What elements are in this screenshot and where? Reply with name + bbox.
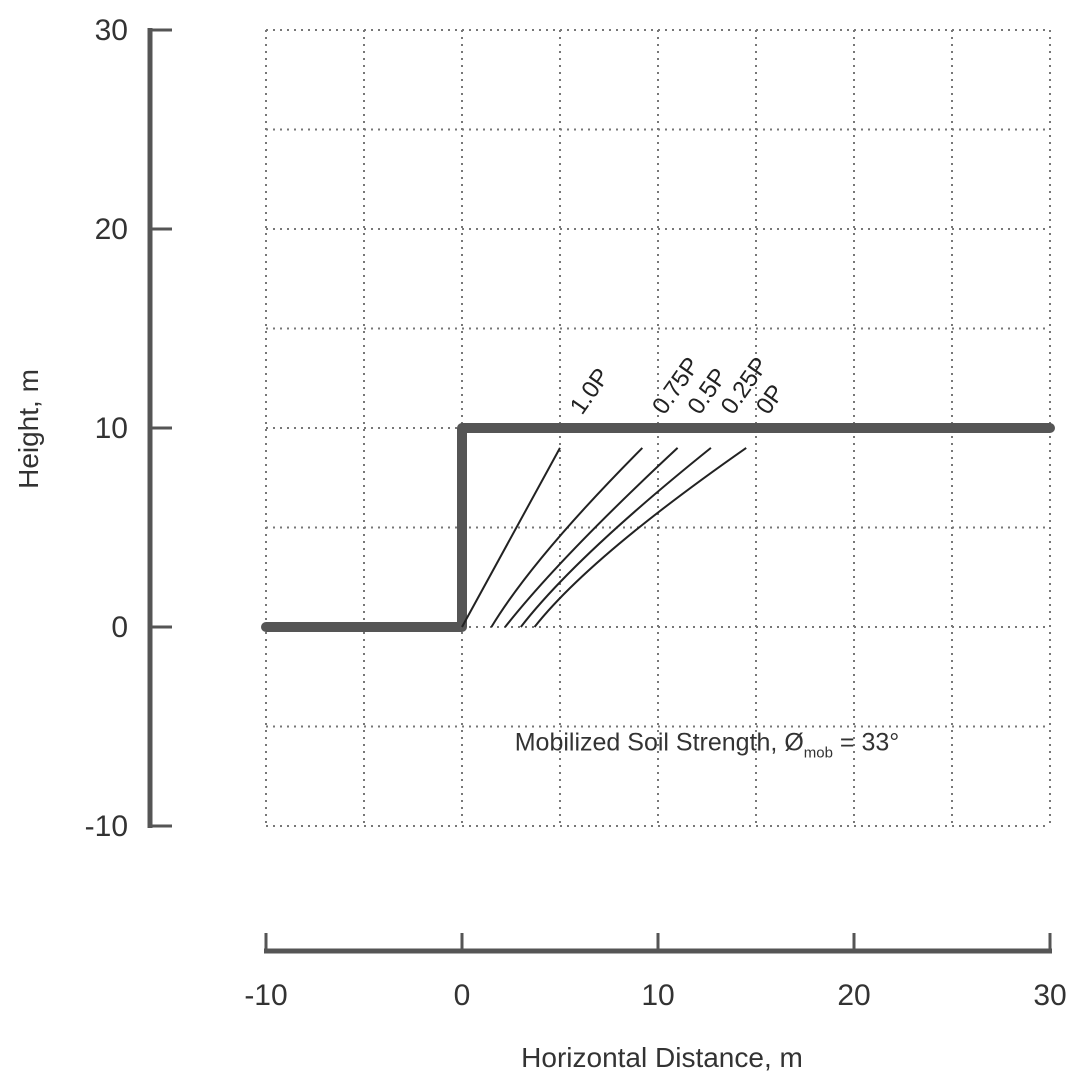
x-tick-label: 20 bbox=[837, 979, 870, 1012]
y-tick-label: 0 bbox=[111, 611, 128, 644]
curve-1-0p bbox=[461, 447, 561, 628]
y-tick-label: -10 bbox=[85, 810, 128, 843]
slope-profile-line bbox=[261, 423, 1055, 632]
annotation-subscript: mob bbox=[804, 744, 833, 761]
x-tick-label: -10 bbox=[244, 979, 287, 1012]
curve-0-75p bbox=[490, 447, 644, 628]
y-tick-label: 20 bbox=[95, 213, 128, 246]
series-layer bbox=[261, 423, 1055, 632]
x-tick-label: 0 bbox=[454, 979, 471, 1012]
x-tick-label: 30 bbox=[1033, 979, 1066, 1012]
y-tick-label: 10 bbox=[95, 412, 128, 445]
curve-label-1-0p: 1.0P bbox=[565, 363, 615, 419]
x-axis-title: Horizontal Distance, m bbox=[521, 1042, 803, 1073]
curve-0-5p bbox=[504, 447, 679, 628]
x-tick-label: 10 bbox=[641, 979, 674, 1012]
y-tick-label: 30 bbox=[95, 14, 128, 47]
annotation-tail: = 33° bbox=[833, 728, 899, 756]
curve-0-25p bbox=[520, 447, 712, 628]
y-axis-title: Height, m bbox=[13, 369, 44, 489]
axes-layer bbox=[147, 28, 1052, 954]
annotation-text: Mobilized Soil Strength, Ømob = 33° bbox=[515, 728, 900, 761]
annotation-main: Mobilized Soil Strength, Ø bbox=[515, 728, 804, 756]
curve-0p bbox=[533, 447, 747, 628]
